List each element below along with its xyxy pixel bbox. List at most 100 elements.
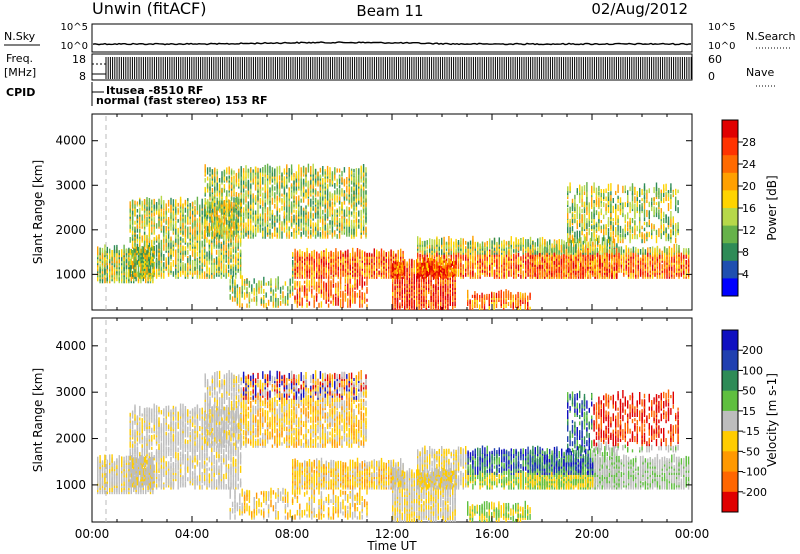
echo-cell (301, 297, 303, 306)
echo-cell (413, 282, 415, 286)
echo-cell (184, 207, 187, 213)
echo-cell (359, 265, 361, 269)
echo-cell (527, 249, 529, 257)
echo-cell (358, 174, 360, 181)
echo-cell (230, 230, 233, 235)
echo-cell (284, 302, 287, 306)
echo-cell (501, 243, 503, 247)
echo-cell (148, 217, 151, 221)
echo-cell (167, 230, 170, 235)
echo-cell (147, 245, 149, 254)
echo-cell (118, 270, 120, 274)
echo-cell (332, 252, 335, 257)
echo-cell (151, 207, 153, 211)
echo-cell (153, 247, 155, 255)
echo-cell (232, 254, 235, 259)
echo-cell (165, 235, 167, 239)
echo-cell (172, 218, 175, 225)
echo-cell (366, 252, 368, 257)
echo-cell (341, 177, 343, 183)
echo-cell (310, 180, 312, 185)
echo-cell (208, 252, 211, 259)
echo-cell (194, 216, 196, 221)
echo-cell (365, 172, 367, 177)
echo-cell (238, 182, 240, 187)
echo-cell (324, 225, 326, 229)
echo-cell (152, 245, 154, 254)
echo-cell (136, 201, 139, 205)
echo-cell (307, 211, 310, 219)
echo-cell (236, 290, 239, 298)
echo-cell (199, 242, 201, 247)
echo-cell (425, 298, 427, 302)
echo-cell (305, 181, 307, 187)
echo-cell (331, 193, 334, 197)
echo-cell (388, 254, 390, 259)
echo-cell (194, 230, 196, 237)
echo-cell (136, 215, 139, 219)
echo-cell (444, 263, 447, 270)
echo-cell (496, 271, 498, 275)
echo-cell (289, 291, 291, 298)
echo-cell (264, 187, 266, 191)
echo-cell (226, 167, 228, 173)
echo-cell (211, 251, 213, 255)
echo-cell (175, 205, 177, 213)
echo-cell (143, 209, 146, 213)
echo-cell (293, 175, 295, 181)
echo-cell (228, 217, 230, 227)
echo-cell (111, 274, 113, 278)
echo-cell (469, 260, 472, 267)
echo-cell (327, 284, 330, 290)
echo-cell (199, 234, 201, 241)
echo-cell (329, 199, 331, 207)
echo-cell (221, 171, 223, 177)
echo-cell (291, 292, 294, 296)
echo-cell (216, 182, 218, 187)
echo-cell (331, 177, 334, 181)
echo-cell (175, 256, 177, 263)
echo-cell (431, 244, 433, 249)
echo-cell (216, 225, 218, 229)
echo-cell (165, 219, 167, 225)
echo-cell (359, 300, 361, 308)
echo-cell (353, 173, 355, 177)
echo-cell (325, 267, 327, 271)
beam-title: Beam 11 (356, 2, 423, 20)
echo-cell (211, 200, 214, 209)
echo-cell (163, 213, 165, 217)
echo-cell (421, 241, 424, 245)
echo-cell (262, 187, 264, 191)
echo-cell (359, 249, 361, 257)
echo-cell (266, 174, 269, 179)
echo-cell (515, 275, 517, 279)
echo-cell (269, 229, 271, 235)
echo-cell (486, 250, 488, 257)
echo-cell (194, 237, 196, 241)
echo-cell (189, 255, 191, 261)
echo-cell (341, 230, 343, 235)
echo-cell (165, 226, 167, 231)
echo-cell (339, 277, 342, 284)
echo-cell (306, 293, 308, 300)
echo-cell (392, 296, 394, 304)
echo-cell (135, 269, 137, 274)
echo-cell (503, 259, 505, 263)
echo-cell (311, 292, 313, 298)
echo-cell (546, 243, 548, 251)
echo-cell (435, 275, 437, 282)
echo-cell (184, 263, 187, 271)
echo-cell (155, 269, 158, 277)
echo-cell (230, 258, 232, 263)
echo-cell (517, 239, 520, 245)
echo-cell (259, 189, 262, 193)
echo-cell (426, 251, 428, 255)
echo-cell (163, 242, 165, 251)
echo-cell (361, 303, 363, 308)
echo-cell (454, 298, 456, 302)
echo-cell (293, 219, 295, 223)
echo-cell (237, 252, 239, 257)
echo-cell (257, 208, 259, 213)
echo-cell (347, 257, 349, 261)
echo-cell (431, 264, 433, 271)
